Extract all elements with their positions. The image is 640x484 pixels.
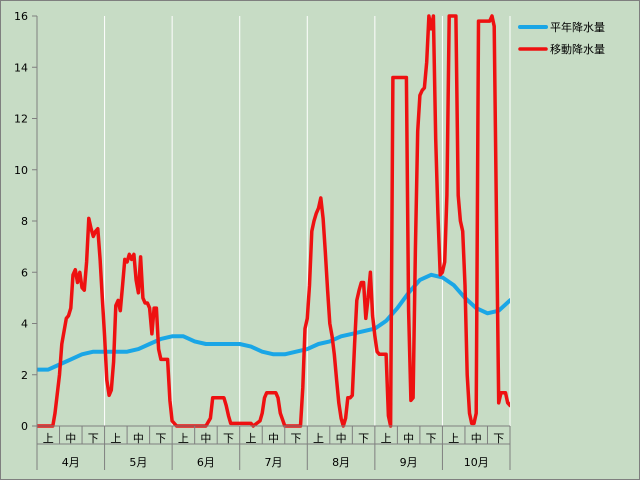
x-month-label: 10月 <box>464 456 489 469</box>
y-tick-label: 0 <box>21 420 28 433</box>
x-dekad-label: 下 <box>493 432 504 445</box>
y-tick-label: 14 <box>14 61 28 74</box>
plot-area <box>37 16 510 426</box>
x-dekad-label: 上 <box>178 432 189 445</box>
series-line-2 <box>37 14 510 428</box>
x-dekad-label: 上 <box>245 432 256 445</box>
x-month-label: 8月 <box>332 456 350 469</box>
x-dekad-label: 上 <box>313 432 324 445</box>
x-dekad-label: 下 <box>223 432 234 445</box>
y-tick-label: 4 <box>21 318 28 331</box>
y-tick-label: 8 <box>21 215 28 228</box>
x-dekad-label: 下 <box>291 432 302 445</box>
y-tick-label: 12 <box>14 113 28 126</box>
series-layer <box>37 14 510 428</box>
x-month-label: 6月 <box>197 456 215 469</box>
x-dekad-label: 下 <box>426 432 437 445</box>
x-month-label: 7月 <box>265 456 283 469</box>
x-dekad-label: 上 <box>110 432 121 445</box>
y-tick-label: 6 <box>21 266 28 279</box>
x-dekad-label: 下 <box>358 432 369 445</box>
x-dekad-label: 中 <box>336 432 347 445</box>
y-tick-label: 16 <box>14 10 28 23</box>
x-dekad-label: 中 <box>200 432 211 445</box>
y-tick-label: 2 <box>21 369 28 382</box>
x-dekad-label: 上 <box>381 432 392 445</box>
x-dekad-label: 中 <box>471 432 482 445</box>
x-dekad-label: 中 <box>268 432 279 445</box>
x-dekad-label: 下 <box>155 432 166 445</box>
x-dekad-label: 下 <box>88 432 99 445</box>
x-dekad-label: 上 <box>43 432 54 445</box>
axis-layer: 0246810121416上中下上中下上中下上中下上中下上中下上中下4月 5月 6月… <box>14 10 511 470</box>
x-month-label: 9月 <box>400 456 418 469</box>
series-line-1 <box>37 272 510 372</box>
legend-label-1: 平年降水量 <box>550 20 605 34</box>
x-month-label: 4月 <box>62 456 80 469</box>
x-month-label: 5月 <box>129 456 147 469</box>
x-dekad-label: 中 <box>403 432 414 445</box>
legend-label-2: 移動降水量 <box>550 42 605 56</box>
x-dekad-label: 中 <box>65 432 76 445</box>
grid-layer <box>36 16 511 426</box>
x-dekad-label: 中 <box>133 432 144 445</box>
x-dekad-label: 上 <box>448 432 459 445</box>
y-tick-label: 10 <box>14 164 28 177</box>
